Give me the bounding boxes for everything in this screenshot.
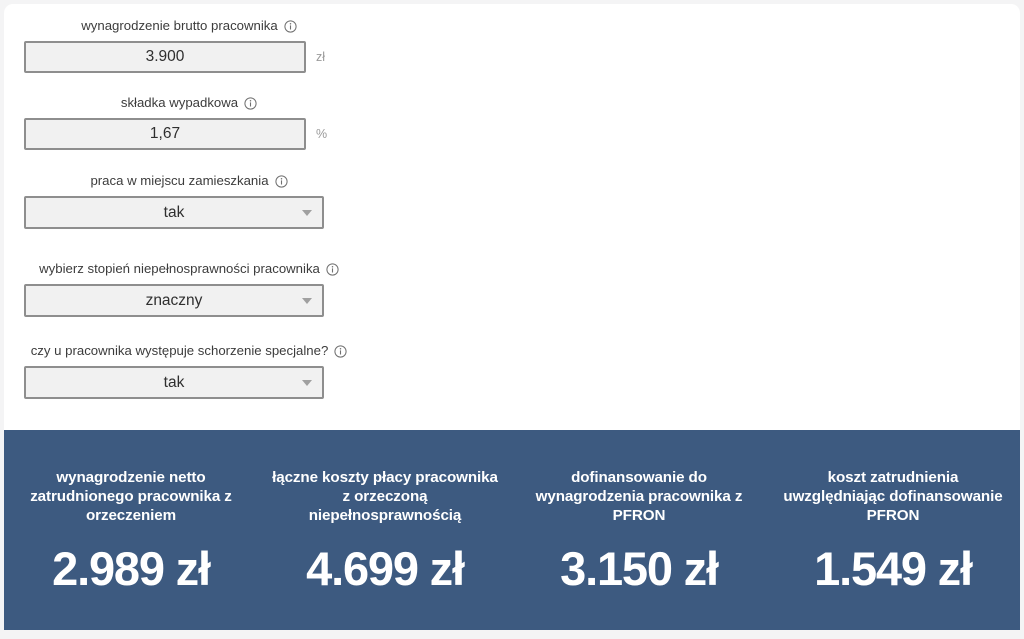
field-label-text: praca w miejscu zamieszkania	[90, 173, 269, 188]
results-panel: wynagrodzenie netto zatrudnionego pracow…	[4, 430, 1020, 630]
result-value: 4.699 zł	[306, 542, 465, 595]
input-row-skladka-wypadkowa: %	[24, 118, 354, 150]
unit-percent: %	[316, 127, 328, 141]
select-value: tak	[163, 374, 185, 391]
wynagrodzenie-brutto-input[interactable]	[24, 41, 306, 73]
field-label-wynagrodzenie-brutto: wynagrodzenie brutto pracownika	[24, 18, 354, 34]
result-label: łączne koszty płacy pracownika z orzeczo…	[272, 469, 498, 524]
unit-zloty: zł	[316, 50, 326, 64]
info-icon[interactable]	[326, 262, 339, 276]
calculator-card: wynagrodzenie brutto pracownika zł	[4, 4, 1020, 430]
chevron-down-icon	[302, 380, 312, 386]
info-icon[interactable]	[334, 344, 347, 358]
info-icon[interactable]	[284, 19, 297, 33]
result-value: 1.549 zł	[814, 542, 973, 595]
result-card-wynagrodzenie-netto: wynagrodzenie netto zatrudnionego pracow…	[4, 430, 258, 630]
field-label-stopien-niepelnosprawnosci: wybierz stopień niepełnosprawności praco…	[24, 261, 354, 277]
field-label-text: wybierz stopień niepełnosprawności praco…	[39, 261, 320, 276]
skladka-wypadkowa-input[interactable]	[24, 118, 306, 150]
praca-w-miejscu-zamieszkania-select[interactable]: tak	[24, 196, 324, 229]
schorzenie-specjalne-select[interactable]: tak	[24, 366, 324, 399]
calculator-form: wynagrodzenie brutto pracownika zł	[24, 10, 354, 399]
chevron-down-icon	[302, 210, 312, 216]
result-label: dofinansowanie do wynagrodzenia pracowni…	[535, 469, 743, 524]
field-label-schorzenie-specjalne: czy u pracownika występuje schorzenie sp…	[24, 343, 354, 359]
field-label-praca-w-miejscu-zamieszkania: praca w miejscu zamieszkania	[24, 173, 354, 189]
chevron-down-icon	[302, 298, 312, 304]
field-label-skladka-wypadkowa: składka wypadkowa	[24, 95, 354, 111]
result-card-dofinansowanie-pfron: dofinansowanie do wynagrodzenia pracowni…	[512, 430, 766, 630]
result-label: koszt zatrudnienia uwzględniając dofinan…	[783, 469, 1003, 524]
result-value: 2.989 zł	[52, 542, 211, 595]
result-card-koszt-zatrudnienia: koszt zatrudnienia uwzględniając dofinan…	[766, 430, 1020, 630]
info-icon[interactable]	[244, 96, 257, 110]
info-icon[interactable]	[274, 174, 288, 188]
select-value: tak	[163, 204, 185, 221]
result-value: 3.150 zł	[560, 542, 719, 595]
field-stopien-niepelnosprawnosci: wybierz stopień niepełnosprawności praco…	[24, 261, 354, 317]
select-value: znaczny	[145, 292, 203, 309]
field-label-text: czy u pracownika występuje schorzenie sp…	[30, 343, 329, 358]
field-praca-w-miejscu-zamieszkania: praca w miejscu zamieszkania tak	[24, 173, 354, 229]
input-row-wynagrodzenie-brutto: zł	[24, 41, 354, 73]
result-label: wynagrodzenie netto zatrudnionego pracow…	[30, 469, 232, 524]
field-skladka-wypadkowa: składka wypadkowa %	[24, 95, 354, 150]
field-label-text: składka wypadkowa	[120, 95, 239, 110]
stopien-niepelnosprawnosci-select[interactable]: znaczny	[24, 284, 324, 317]
result-card-laczne-koszty-placy: łączne koszty płacy pracownika z orzeczo…	[258, 430, 512, 630]
field-schorzenie-specjalne: czy u pracownika występuje schorzenie sp…	[24, 343, 354, 399]
field-wynagrodzenie-brutto: wynagrodzenie brutto pracownika zł	[24, 18, 354, 73]
field-label-text: wynagrodzenie brutto pracownika	[81, 18, 278, 33]
